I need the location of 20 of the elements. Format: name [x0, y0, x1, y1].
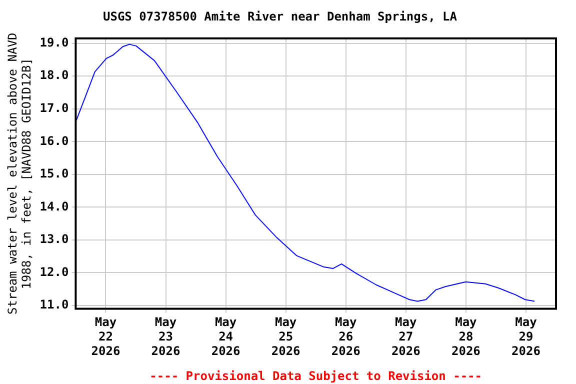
y-tick-label: 16.0 — [40, 134, 69, 148]
text: ---- Provisional Data Subject to Revision ---- — [150, 369, 482, 383]
y-tick-label: 15.0 — [40, 166, 69, 181]
x-tick-label: May 25 2026 — [271, 315, 300, 358]
x-tick-label: May 28 2026 — [451, 315, 480, 358]
x-tick-label: May 29 2026 — [512, 315, 540, 358]
x-tick-label: May 26 2026 — [331, 315, 360, 358]
y-tick-label: 17.0 — [40, 100, 69, 115]
x-tick-label: May 22 2026 — [91, 315, 120, 358]
chart-title: USGS 07378500 Amite River near Denham Springs, LA — [102, 9, 458, 24]
y-tick-label: 19.0 — [40, 35, 69, 50]
y-tick-label: 13.0 — [40, 232, 69, 246]
y-tick-label: 14.0 — [40, 199, 69, 214]
y-tick-label: 18.0 — [40, 68, 69, 82]
x-tick-label: May 23 2026 — [151, 315, 180, 358]
y-tick-label: 12.0 — [40, 264, 69, 279]
y-tick-label: 11.0 — [40, 298, 69, 312]
x-tick-label: May 24 2026 — [211, 315, 240, 358]
x-tick-label: May 27 2026 — [391, 315, 420, 358]
y-axis-title: Stream water level elevation above NAVD 1988, in feet, [NAVD88 GEOID12B] — [5, 32, 34, 314]
